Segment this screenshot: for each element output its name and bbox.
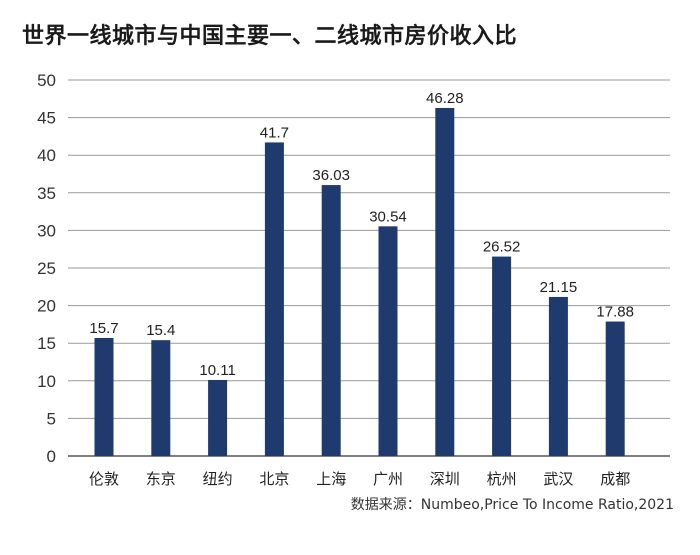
x-tick-label-武汉: 武汉 xyxy=(543,470,573,488)
bars xyxy=(94,107,625,457)
x-axis-categories: 伦敦 东京 纽约 北京 上海 广州 深圳 杭州 武汉 成都 xyxy=(89,470,630,488)
data-label-成都: 17.88 xyxy=(596,304,634,321)
y-tick-label: 35 xyxy=(37,184,56,203)
data-label-东京: 15.4 xyxy=(146,322,175,339)
bar-成都 xyxy=(605,321,625,456)
data-labels: 15.7 15.4 10.11 41.7 36.03 30.54 46.28 26.52 21.… xyxy=(89,90,634,379)
source-note: 数据来源：Numbeo,Price To Income Ratio,2021 xyxy=(350,497,674,513)
y-tick-label: 5 xyxy=(47,409,56,428)
y-tick-label: 15 xyxy=(37,334,56,353)
data-label-深圳: 46.28 xyxy=(426,90,464,107)
y-tick-label: 20 xyxy=(37,297,56,316)
bar-上海 xyxy=(321,185,341,457)
x-tick-label-北京: 北京 xyxy=(259,470,289,488)
data-label-杭州: 26.52 xyxy=(483,239,521,256)
y-tick-label: 30 xyxy=(37,221,56,240)
data-label-上海: 36.03 xyxy=(312,167,350,184)
x-tick-label-深圳: 深圳 xyxy=(430,470,460,488)
y-tick-label: 40 xyxy=(37,146,56,165)
x-tick-label-广州: 广州 xyxy=(373,470,403,488)
bar-伦敦 xyxy=(94,337,114,456)
bar-东京 xyxy=(151,340,171,456)
data-label-武汉: 21.15 xyxy=(540,279,578,296)
bar-北京 xyxy=(264,142,284,456)
y-axis-ticks: 0 5 10 15 20 25 30 35 40 45 50 xyxy=(37,71,56,466)
y-tick-label: 45 xyxy=(37,109,56,128)
data-label-伦敦: 15.7 xyxy=(89,320,118,337)
x-tick-label-杭州: 杭州 xyxy=(487,470,517,488)
bar-纽约 xyxy=(208,379,228,456)
data-label-北京: 41.7 xyxy=(260,124,289,141)
y-tick-label: 0 xyxy=(47,447,56,466)
bar-武汉 xyxy=(548,296,568,456)
bar-广州 xyxy=(378,226,398,456)
y-tick-label: 25 xyxy=(37,259,56,278)
data-label-广州: 30.54 xyxy=(369,208,407,225)
x-tick-label-纽约: 纽约 xyxy=(203,470,233,488)
x-tick-label-伦敦: 伦敦 xyxy=(89,470,119,488)
chart-title: 世界一线城市与中国主要一、二线城市房价收入比 xyxy=(22,24,518,49)
x-tick-label-东京: 东京 xyxy=(146,470,176,488)
x-tick-label-成都: 成都 xyxy=(600,470,630,488)
y-tick-label: 50 xyxy=(37,71,56,90)
bar-深圳 xyxy=(435,107,455,457)
data-label-纽约: 10.11 xyxy=(199,362,235,379)
y-tick-label: 10 xyxy=(37,372,56,391)
x-tick-label-上海: 上海 xyxy=(316,470,346,488)
bar-杭州 xyxy=(492,256,512,456)
